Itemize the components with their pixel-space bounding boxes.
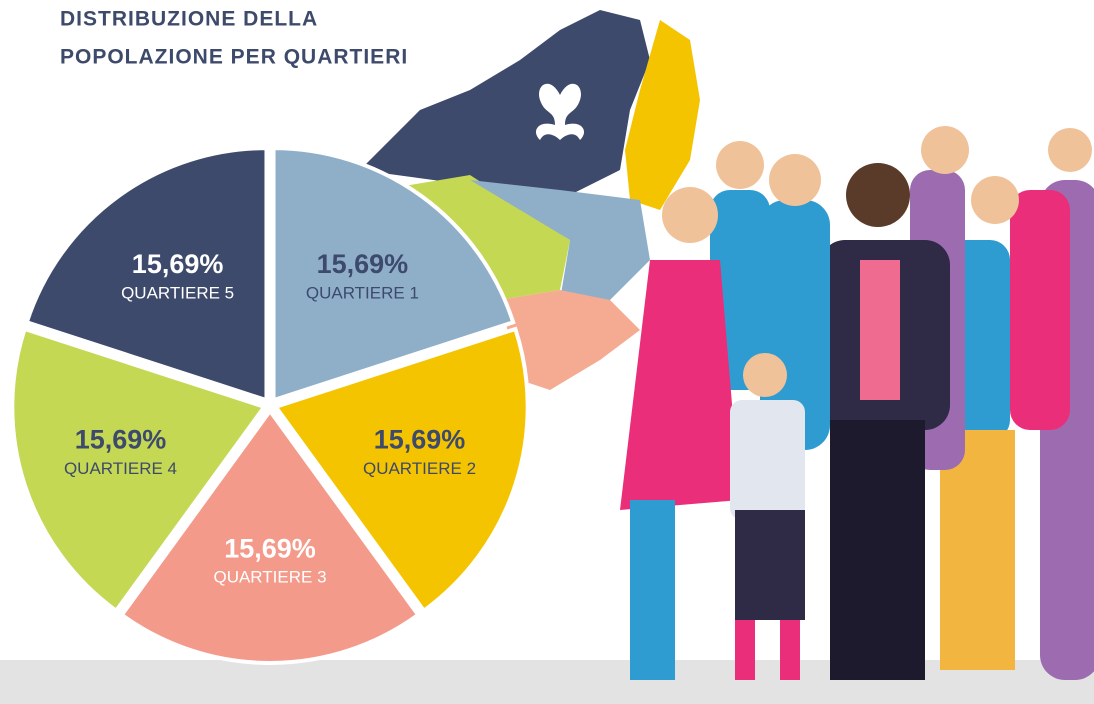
slice-value-label: 15,69%: [132, 249, 224, 279]
chart-title-line: DISTRIBUZIONE DELLA: [60, 8, 318, 31]
pie-slice: [24, 146, 269, 403]
slice-category-label: QUARTIERE 4: [64, 459, 177, 478]
slice-category-label: QUARTIERE 1: [306, 283, 419, 302]
pie-slice: [272, 326, 530, 614]
slice-category-label: QUARTIERE 2: [363, 459, 476, 478]
slice-value-label: 15,69%: [317, 249, 409, 279]
slice-value-label: 15,69%: [374, 425, 466, 455]
chart-title-line: POPOLAZIONE PER QUARTIERI: [60, 46, 408, 69]
pie-slice: [10, 326, 268, 614]
floor-band: [0, 660, 1094, 704]
pie-slice: [271, 146, 516, 403]
pie-slice: [119, 407, 421, 665]
people-illustration: [620, 126, 1094, 680]
slice-value-label: 15,69%: [224, 533, 316, 563]
slice-category-label: QUARTIERE 3: [213, 568, 326, 587]
slice-value-label: 15,69%: [75, 425, 167, 455]
slice-category-label: QUARTIERE 5: [121, 283, 234, 302]
